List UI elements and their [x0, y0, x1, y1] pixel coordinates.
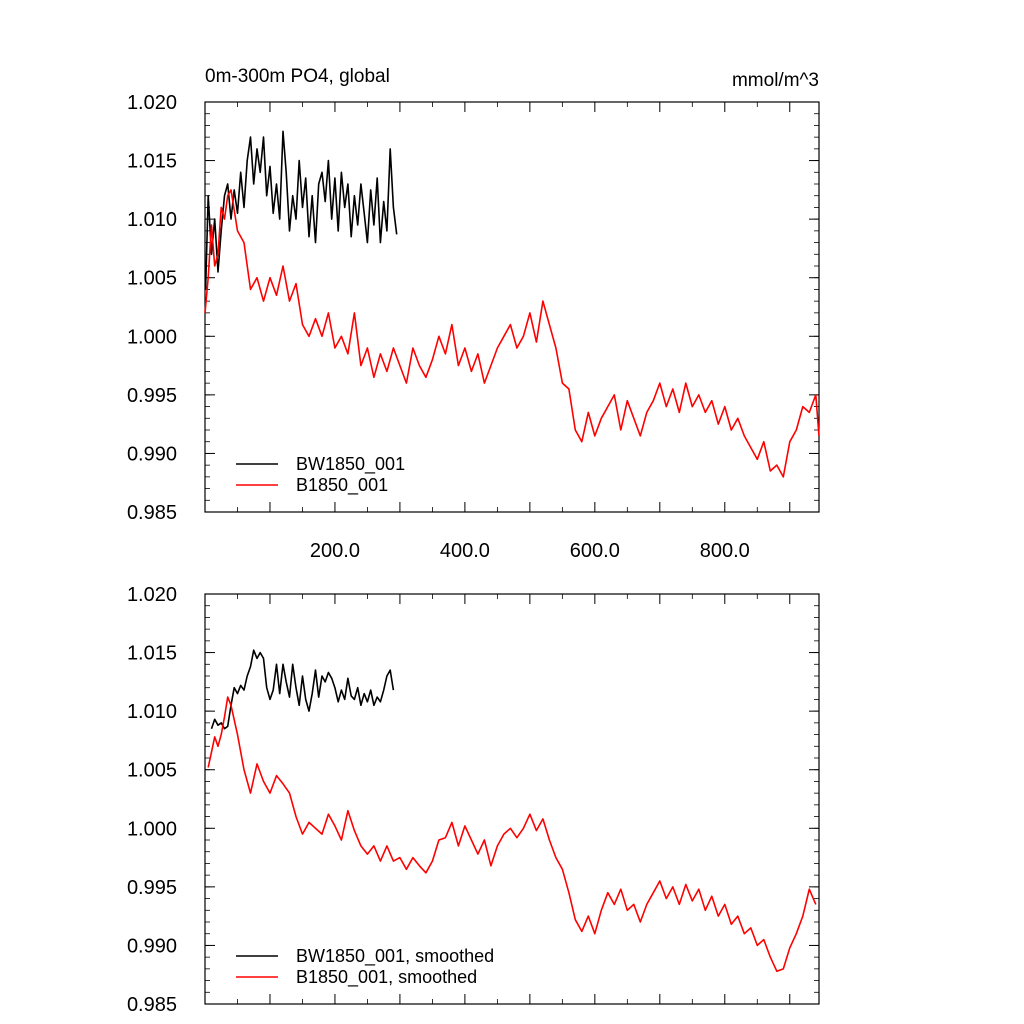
y-tick-label: 1.015: [127, 643, 177, 665]
x-tick-label: 600.0: [570, 540, 620, 562]
series-line-b1850-001-smoothed: [207, 696, 817, 973]
y-tick-label: 1.000: [127, 326, 177, 348]
y-tick-label: 0.985: [127, 502, 177, 524]
legend-label: B1850_001: [296, 475, 388, 496]
legend-label: B1850_001, smoothed: [296, 967, 477, 988]
bottom-axis-ticks: [205, 593, 819, 1005]
y-tick-label: 0.995: [127, 877, 177, 899]
plot-frame-bottom: [204, 593, 820, 1005]
y-tick-label: 1.010: [127, 209, 177, 231]
y-tick-label: 0.990: [127, 935, 177, 957]
chart-title: 0m-300m PO4, global: [205, 66, 390, 87]
top-axis-ticks: [205, 101, 819, 513]
series-line-bw1850-001: [204, 130, 398, 290]
y-tick-label: 1.015: [127, 151, 177, 173]
top-y-tick-labels: 0.985 0.990 0.995 1.000 1.005 1.010 1.015 1.020: [127, 92, 177, 524]
y-tick-label: 1.000: [127, 818, 177, 840]
x-tick-label: 400.0: [440, 540, 490, 562]
bottom-y-tick-labels: 0.985 0.990 0.995 1.000 1.005 1.010 1.015 1.020: [127, 584, 177, 1016]
y-tick-label: 0.990: [127, 443, 177, 465]
bottom-series-group: [207, 649, 817, 973]
y-tick-label: 0.995: [127, 385, 177, 407]
x-tick-label: 800.0: [700, 540, 750, 562]
units-label: mmol/m^3: [732, 70, 819, 91]
legend-label: BW1850_001: [296, 454, 405, 475]
plot-frame-top: [204, 101, 820, 513]
top-x-tick-labels: 200.0 400.0 600.0 800.0: [310, 540, 750, 562]
series-line-bw1850-001-smoothed: [210, 649, 395, 730]
bottom-plot-panel: 0.985 0.990 0.995 1.000 1.005 1.010 1.015 1.020…: [127, 584, 820, 1016]
y-tick-label: 1.005: [127, 760, 177, 782]
top-series-group: [204, 130, 820, 478]
series-line-b1850-001: [204, 189, 820, 478]
y-tick-label: 1.005: [127, 268, 177, 290]
y-tick-label: 1.020: [127, 584, 177, 606]
top-plot-panel: 0m-300m PO4, global mmol/m^3 0.9850.9900…: [127, 66, 820, 562]
y-tick-label: 0.985: [127, 994, 177, 1016]
legend-label: BW1850_001, smoothed: [296, 946, 494, 967]
x-tick-label: 200.0: [310, 540, 360, 562]
y-tick-label: 1.020: [127, 92, 177, 114]
y-tick-label: 1.010: [127, 701, 177, 723]
